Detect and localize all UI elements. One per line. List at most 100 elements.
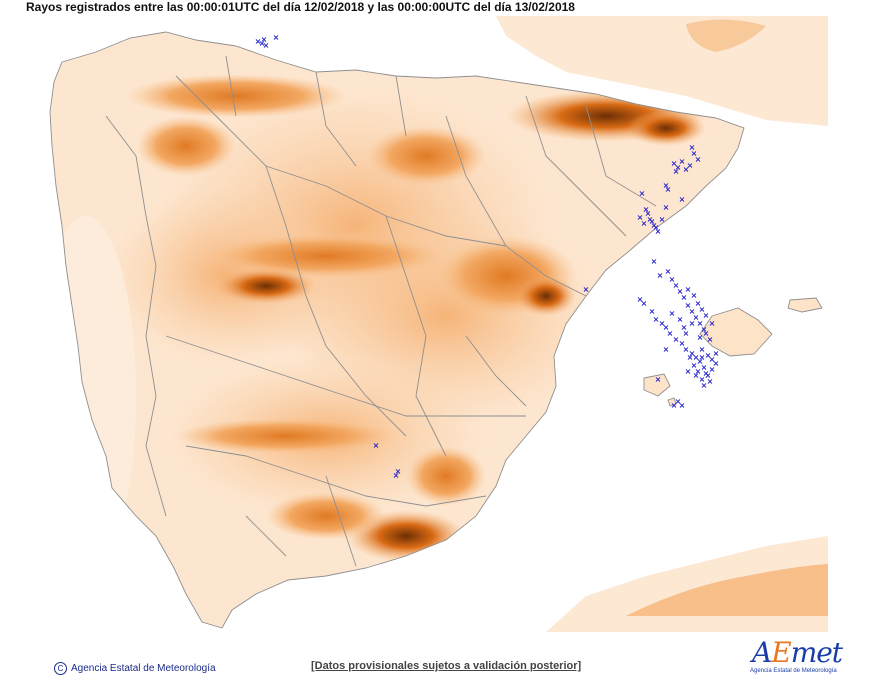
lightning-strike-mark: × (697, 333, 704, 342)
lightning-strike-mark: × (699, 375, 706, 384)
lightning-strike-mark: × (651, 221, 658, 230)
lightning-strike-mark: × (683, 345, 690, 354)
lightning-strike-mark: × (641, 299, 648, 308)
lightning-strike-mark: × (643, 205, 650, 214)
logo-subtitle: Agencia Estatal de Meteorología (750, 668, 837, 674)
lightning-strike-mark: × (703, 329, 710, 338)
lightning-strike-mark: × (677, 287, 684, 296)
lightning-strike-mark: × (693, 371, 700, 380)
lightning-strike-mark: × (707, 335, 714, 344)
lightning-strike-mark: × (673, 281, 680, 290)
lightning-strike-mark: × (637, 295, 644, 304)
lightning-strike-mark: × (701, 325, 708, 334)
lightning-strike-mark: × (677, 315, 684, 324)
lightning-strike-mark: × (689, 319, 696, 328)
lightning-map: × × × × × × × × × × × × × × × × × × × × × × × × × × × × × × × × × × × × × × × ×… (26, 16, 828, 632)
lightning-strike-mark: × (663, 181, 670, 190)
lightning-strike-mark: × (673, 335, 680, 344)
lightning-strike-mark: × (273, 33, 280, 42)
lightning-strike-mark: × (679, 339, 686, 348)
agency-credit: C Agencia Estatal de Meteorología (54, 662, 216, 675)
lightning-strike-mark: × (681, 323, 688, 332)
lightning-strike-mark: × (659, 319, 666, 328)
lightning-strike-mark: × (637, 213, 644, 222)
lightning-strike-mark: × (647, 215, 654, 224)
lightning-strike-mark: × (259, 39, 266, 48)
lightning-strike-mark: × (255, 37, 262, 46)
lightning-strike-mark: × (699, 345, 706, 354)
lightning-strike-mark: × (683, 329, 690, 338)
lightning-strike-mark: × (663, 345, 670, 354)
lightning-strike-mark: × (709, 355, 716, 364)
lightning-strike-mark: × (671, 401, 678, 410)
lightning-strike-mark: × (693, 313, 700, 322)
disclaimer-link[interactable]: [Datos provisionales sujetos a validació… (311, 660, 582, 672)
lightning-strike-mark: × (707, 377, 714, 386)
lightning-strike-mark: × (263, 41, 270, 50)
logo-wordmark: AEmet (752, 636, 843, 669)
lightning-strike-mark: × (671, 159, 678, 168)
lightning-strike-mark: × (695, 299, 702, 308)
lightning-strike-mark: × (663, 323, 670, 332)
lightning-strike-mark: × (695, 155, 702, 164)
lightning-strike-mark: × (679, 401, 686, 410)
lightning-strike-mark: × (679, 195, 686, 204)
lightning-strike-mark: × (669, 275, 676, 284)
lightning-strike-mark: × (659, 215, 666, 224)
lightning-strike-mark: × (663, 203, 670, 212)
lightning-strike-mark: × (693, 353, 700, 362)
lightning-strike-mark: × (681, 293, 688, 302)
lightning-strike-mark: × (687, 161, 694, 170)
lightning-strike-mark: × (373, 441, 380, 450)
lightning-strike-mark: × (689, 143, 696, 152)
lightning-strike-mark: × (261, 35, 268, 44)
lightning-strike-mark: × (687, 353, 694, 362)
lightning-strike-mark: × (685, 367, 692, 376)
lightning-strike-mark: × (709, 365, 716, 374)
lightning-strike-mark: × (683, 165, 690, 174)
balearic-islands (643, 297, 823, 407)
lightning-strike-mark: × (697, 357, 704, 366)
lightning-strike-mark: × (653, 315, 660, 324)
lightning-strike-mark: × (695, 367, 702, 376)
lightning-strike-mark: × (651, 257, 658, 266)
neighbor-land (496, 16, 828, 632)
lightning-strike-mark: × (689, 307, 696, 316)
lightning-strike-mark: × (701, 363, 708, 372)
aemet-logo[interactable]: AEmet Agencia Estatal de Meteorología (748, 636, 843, 680)
lightning-strike-mark: × (713, 359, 720, 368)
lightning-strike-mark: × (701, 381, 708, 390)
lightning-strike-mark: × (689, 349, 696, 358)
lightning-strike-mark: × (685, 285, 692, 294)
lightning-strike-mark: × (669, 309, 676, 318)
lightning-strike-mark: × (713, 349, 720, 358)
region-borders (49, 31, 745, 629)
lightning-strike-mark: × (705, 351, 712, 360)
lightning-strike-mark: × (393, 471, 400, 480)
lightning-strike-mark: × (645, 209, 652, 218)
lightning-strike-mark: × (649, 307, 656, 316)
lightning-strike-mark: × (699, 305, 706, 314)
lightning-strike-mark: × (641, 219, 648, 228)
lightning-strike-mark: × (675, 163, 682, 172)
lightning-strike-mark: × (665, 185, 672, 194)
lightning-strike-mark: × (703, 311, 710, 320)
lightning-strike-mark: × (679, 157, 686, 166)
lightning-strike-mark: × (691, 361, 698, 370)
lightning-strike-mark: × (583, 285, 590, 294)
agency-name: Agencia Estatal de Meteorología (71, 663, 216, 675)
lightning-strike-mark: × (657, 271, 664, 280)
lightning-strike-mark: × (653, 223, 660, 232)
lightning-strike-mark: × (691, 149, 698, 158)
lightning-strike-mark: × (655, 375, 662, 384)
lightning-strike-mark: × (639, 189, 646, 198)
lightning-strike-mark: × (697, 319, 704, 328)
copyright-icon: C (54, 662, 67, 675)
lightning-strike-mark: × (703, 369, 710, 378)
lightning-strike-mark: × (699, 353, 706, 362)
lightning-strike-mark: × (709, 319, 716, 328)
lightning-strike-mark: × (705, 371, 712, 380)
map-title: Rayos registrados entre las 00:00:01UTC … (26, 0, 575, 14)
lightning-strike-mark: × (675, 397, 682, 406)
lightning-strike-mark: × (665, 267, 672, 276)
